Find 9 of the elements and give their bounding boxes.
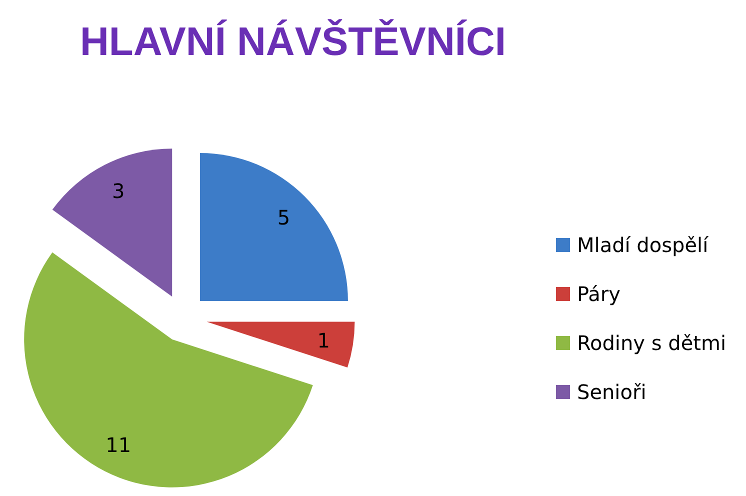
data-label: 1 <box>317 328 330 352</box>
legend-label: Mladí dospělí <box>577 233 710 257</box>
legend-label: Páry <box>577 282 621 306</box>
data-label: 11 <box>106 432 132 457</box>
legend-label: Senioři <box>577 380 646 404</box>
data-label: 5 <box>277 205 290 230</box>
data-label: 3 <box>112 179 125 204</box>
legend-label: Rodiny s dětmi <box>577 331 726 355</box>
chart-title: HLAVNÍ NÁVŠTĚVNÍCI <box>80 19 506 64</box>
